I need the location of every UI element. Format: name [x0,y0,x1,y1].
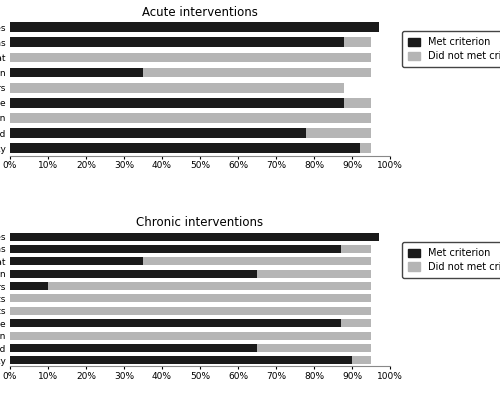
Bar [10,356,352,364]
Bar [10,344,257,352]
Bar [10,98,371,108]
Bar [10,331,371,340]
Bar [10,282,371,290]
Bar [10,68,143,78]
Bar [10,319,340,327]
Legend: Met criterion, Did not met criterion: Met criterion, Did not met criterion [402,242,500,278]
Bar [10,245,371,253]
Title: Acute interventions: Acute interventions [142,6,258,19]
Bar [10,257,143,266]
Bar [10,270,257,278]
Bar [10,83,344,93]
Title: Chronic interventions: Chronic interventions [136,216,264,229]
Bar [10,344,371,352]
Bar [10,319,371,327]
Bar [10,245,340,253]
Bar [10,282,48,290]
Bar [10,22,378,32]
Bar [10,232,378,241]
Bar [10,68,371,78]
Bar [10,128,306,138]
Bar [10,232,378,241]
Legend: Met criterion, Did not met criterion: Met criterion, Did not met criterion [402,32,500,67]
Bar [10,294,371,303]
Bar [10,257,371,266]
Bar [10,143,360,153]
Bar [10,98,344,108]
Bar [10,113,371,123]
Bar [10,37,344,47]
Bar [10,128,371,138]
Bar [10,52,371,62]
Bar [10,143,371,153]
Bar [10,270,371,278]
Bar [10,22,378,32]
Bar [10,307,371,315]
Bar [10,356,371,364]
Bar [10,37,371,47]
